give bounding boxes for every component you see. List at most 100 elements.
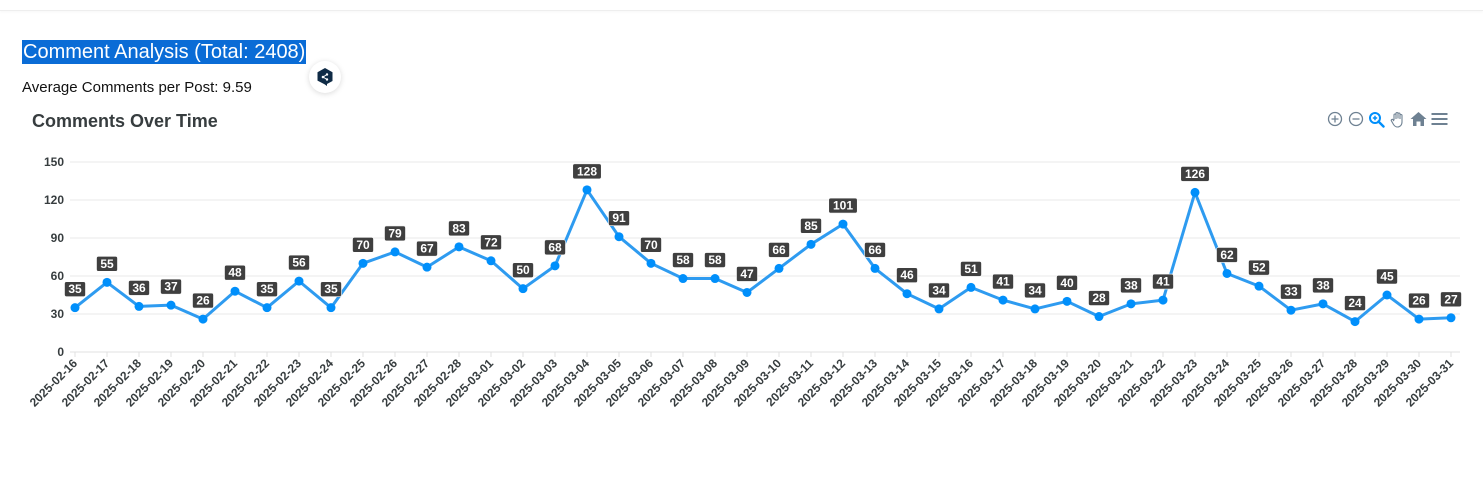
data-point-marker[interactable] bbox=[1094, 312, 1104, 322]
x-axis: 2025-02-162025-02-172025-02-182025-02-19… bbox=[27, 352, 1456, 410]
data-point-marker[interactable] bbox=[678, 274, 688, 284]
data-point-marker[interactable] bbox=[614, 232, 624, 242]
data-label: 24 bbox=[1344, 295, 1366, 311]
svg-text:35: 35 bbox=[324, 282, 338, 296]
svg-text:41: 41 bbox=[996, 275, 1010, 289]
data-label: 79 bbox=[384, 225, 406, 242]
svg-text:83: 83 bbox=[452, 221, 466, 235]
data-point-marker[interactable] bbox=[70, 303, 80, 313]
y-tick-label: 150 bbox=[44, 155, 64, 169]
page-title: Comment Analysis (Total: 2408) bbox=[22, 40, 307, 64]
y-tick-label: 0 bbox=[57, 345, 64, 359]
svg-text:56: 56 bbox=[292, 256, 306, 270]
data-label: 35 bbox=[256, 281, 278, 297]
data-point-marker[interactable] bbox=[870, 263, 880, 273]
data-point-marker[interactable] bbox=[102, 277, 112, 287]
data-point-marker[interactable] bbox=[518, 284, 528, 294]
svg-text:26: 26 bbox=[1412, 294, 1426, 308]
y-tick-label: 90 bbox=[51, 231, 65, 245]
zoom-out-button[interactable] bbox=[1347, 110, 1364, 128]
data-point-marker[interactable] bbox=[1318, 299, 1328, 309]
svg-text:52: 52 bbox=[1252, 261, 1266, 275]
data-point-marker[interactable] bbox=[422, 262, 432, 272]
data-point-marker[interactable] bbox=[998, 295, 1008, 305]
data-point-marker[interactable] bbox=[230, 286, 240, 296]
y-tick-label: 30 bbox=[51, 307, 65, 321]
data-point-marker[interactable] bbox=[966, 282, 976, 292]
data-point-marker[interactable] bbox=[486, 256, 496, 266]
svg-text:58: 58 bbox=[708, 253, 722, 267]
data-point-marker[interactable] bbox=[1030, 304, 1040, 314]
data-point-marker[interactable] bbox=[550, 261, 560, 271]
data-label: 34 bbox=[928, 282, 950, 299]
data-label: 41 bbox=[992, 273, 1014, 290]
data-point-marker[interactable] bbox=[1382, 290, 1392, 300]
svg-text:36: 36 bbox=[132, 281, 146, 295]
data-point-marker[interactable] bbox=[710, 274, 720, 284]
data-point-marker[interactable] bbox=[582, 185, 592, 195]
svg-text:85: 85 bbox=[804, 219, 818, 233]
data-point-marker[interactable] bbox=[838, 219, 848, 229]
data-point-marker[interactable] bbox=[262, 303, 272, 313]
data-point-marker[interactable] bbox=[1414, 314, 1424, 324]
data-point-marker[interactable] bbox=[294, 276, 304, 286]
data-label: 66 bbox=[864, 242, 886, 258]
data-point-marker[interactable] bbox=[902, 289, 912, 299]
data-label: 36 bbox=[128, 280, 150, 296]
data-point-marker[interactable] bbox=[326, 303, 336, 313]
data-point-marker[interactable] bbox=[358, 258, 368, 268]
data-label: 128 bbox=[572, 163, 602, 180]
data-point-marker[interactable] bbox=[166, 300, 176, 310]
svg-text:55: 55 bbox=[100, 257, 114, 271]
data-label: 66 bbox=[768, 242, 790, 258]
data-point-marker[interactable] bbox=[934, 304, 944, 314]
svg-text:26: 26 bbox=[196, 294, 210, 308]
data-point-marker[interactable] bbox=[454, 242, 464, 252]
svg-text:35: 35 bbox=[68, 282, 82, 296]
data-point-marker[interactable] bbox=[134, 301, 144, 311]
data-label: 47 bbox=[736, 266, 758, 282]
menu-icon bbox=[1431, 113, 1448, 125]
data-point-marker[interactable] bbox=[1222, 268, 1232, 278]
svg-text:67: 67 bbox=[420, 242, 434, 256]
reset-zoom-button[interactable] bbox=[1410, 110, 1427, 128]
chart-toolbar bbox=[1326, 110, 1448, 128]
data-point-marker[interactable] bbox=[1286, 305, 1296, 315]
data-label: 33 bbox=[1280, 283, 1302, 300]
data-point-marker[interactable] bbox=[742, 287, 752, 297]
svg-text:38: 38 bbox=[1124, 278, 1138, 292]
data-point-marker[interactable] bbox=[1254, 281, 1264, 291]
data-point-marker[interactable] bbox=[646, 258, 656, 268]
pan-button[interactable] bbox=[1389, 110, 1406, 128]
data-labels: 35 55 36 37 26 48 35 56 35 70 79 67 83 72 50 68 128 91 70 5… bbox=[64, 163, 1462, 311]
data-label: 28 bbox=[1088, 290, 1110, 306]
data-point-marker[interactable] bbox=[806, 239, 816, 249]
data-point-marker[interactable] bbox=[1350, 317, 1360, 327]
data-point-marker[interactable] bbox=[1158, 295, 1168, 305]
extension-bubble-button[interactable] bbox=[309, 61, 341, 93]
data-label: 91 bbox=[608, 210, 630, 227]
data-point-marker[interactable] bbox=[1062, 296, 1072, 306]
data-point-marker[interactable] bbox=[390, 247, 400, 257]
data-label: 38 bbox=[1312, 277, 1334, 294]
selection-zoom-icon bbox=[1369, 111, 1385, 128]
data-point-marker[interactable] bbox=[1126, 299, 1136, 309]
svg-text:51: 51 bbox=[964, 262, 978, 276]
comments-line-chart: 0 30 60 90 120 150 2025-02-162025-02-172025-0… bbox=[27, 155, 1462, 410]
data-label: 52 bbox=[1248, 259, 1270, 276]
svg-text:58: 58 bbox=[676, 253, 690, 267]
svg-text:46: 46 bbox=[900, 268, 914, 282]
svg-text:34: 34 bbox=[932, 283, 946, 297]
chart-menu-button[interactable] bbox=[1431, 110, 1448, 128]
data-label: 101 bbox=[828, 197, 858, 214]
data-point-marker[interactable] bbox=[198, 314, 208, 324]
data-point-marker[interactable] bbox=[774, 263, 784, 273]
data-label: 70 bbox=[352, 237, 374, 253]
data-point-marker[interactable] bbox=[1190, 187, 1200, 197]
selection-zoom-button[interactable] bbox=[1368, 110, 1385, 128]
data-point-marker[interactable] bbox=[1446, 313, 1456, 323]
y-axis: 0 30 60 90 120 150 bbox=[44, 155, 64, 359]
svg-text:45: 45 bbox=[1380, 270, 1394, 284]
svg-text:27: 27 bbox=[1444, 292, 1458, 306]
zoom-in-button[interactable] bbox=[1326, 110, 1343, 128]
